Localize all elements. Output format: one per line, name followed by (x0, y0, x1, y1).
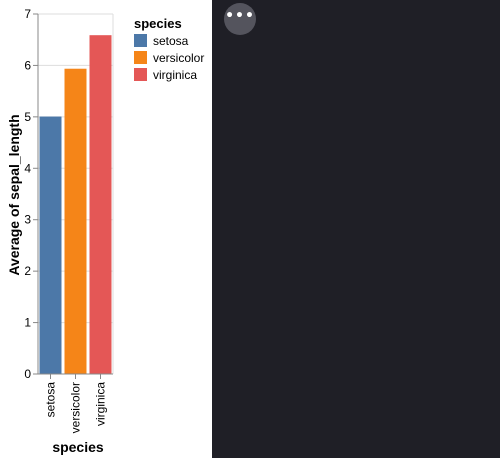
bar-chart: 0 1 2 3 4 5 6 7 setosa versicolor virginica Averag… (6, 7, 204, 455)
legend-label-versicolor: versicolor (153, 51, 204, 65)
legend-swatch-versicolor (134, 51, 147, 64)
x-tick-label: virginica (94, 382, 108, 426)
y-tick-label: 1 (24, 316, 31, 330)
axes: 0 1 2 3 4 5 6 7 setosa versicolor virginica (24, 7, 113, 433)
y-tick-label: 6 (24, 58, 31, 72)
y-tick-label: 7 (24, 7, 31, 21)
y-tick-label: 5 (24, 110, 31, 124)
x-tick-label: versicolor (69, 382, 83, 433)
bars (39, 35, 112, 375)
bar-virginica (89, 35, 112, 375)
legend-label-virginica: virginica (153, 68, 197, 82)
x-tick-label: setosa (44, 382, 58, 418)
legend: species setosa versicolor virginica (134, 16, 204, 82)
y-tick-label: 0 (24, 367, 31, 381)
y-tick-label: 2 (24, 264, 31, 278)
bar-setosa (39, 116, 62, 374)
legend-swatch-setosa (134, 34, 147, 47)
x-axis-title: species (52, 439, 104, 455)
legend-label-setosa: setosa (153, 34, 189, 48)
bar-versicolor (64, 68, 87, 374)
legend-title: species (134, 16, 182, 31)
dark-panel (212, 0, 500, 458)
y-tick-label: 4 (24, 161, 31, 175)
y-axis-title: Average of sepal_length (6, 114, 22, 275)
more-options-button[interactable]: ••• (224, 3, 256, 35)
more-horizontal-icon: ••• (225, 8, 255, 24)
y-tick-label: 3 (24, 213, 31, 227)
legend-swatch-virginica (134, 68, 147, 81)
chart-panel: 0 1 2 3 4 5 6 7 setosa versicolor virginica Averag… (0, 0, 212, 458)
